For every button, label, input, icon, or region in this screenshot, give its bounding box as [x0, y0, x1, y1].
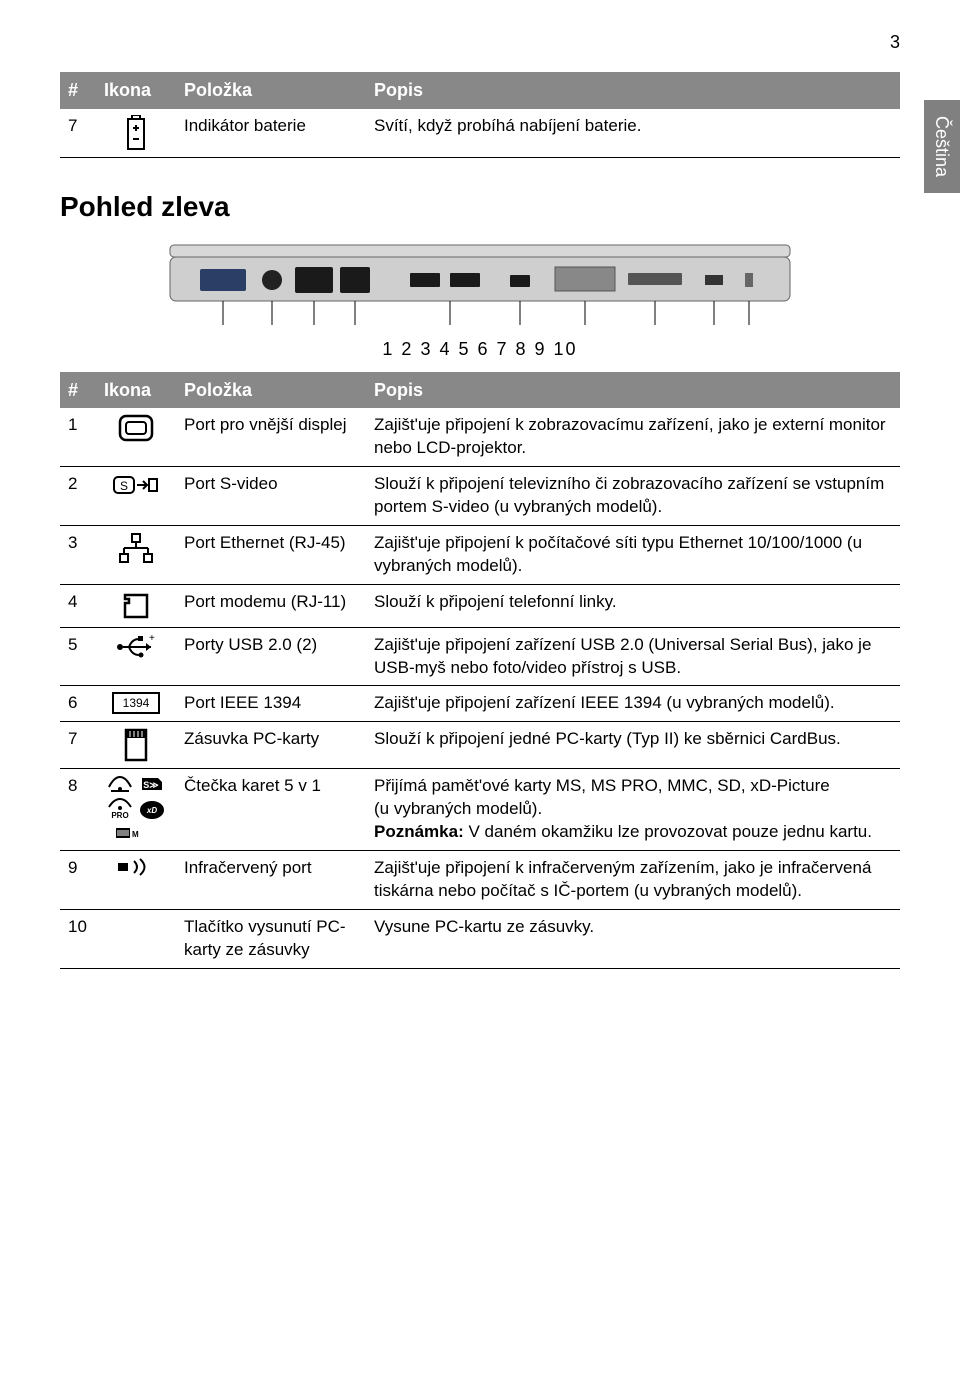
cell-desc: Zajišt'uje připojení zařízení IEEE 1394 …	[366, 686, 900, 722]
cell-item: Zásuvka PC-karty	[176, 722, 366, 769]
cell-item: Infračervený port	[176, 851, 366, 910]
table-row: 9 Infračervený port Zajišt'uje připojení…	[60, 851, 900, 910]
cell-desc: Zajišt'uje připojení k infračerveným zař…	[366, 851, 900, 910]
svg-text:S≫: S≫	[143, 780, 158, 790]
battery-icon	[96, 109, 176, 158]
cell-desc: Zajišt'uje připojení zařízení USB 2.0 (U…	[366, 627, 900, 686]
svg-text:1394: 1394	[123, 696, 150, 710]
table-row: 4 Port modemu (RJ-11) Slouží k připojení…	[60, 584, 900, 627]
th-desc: Popis	[366, 72, 900, 108]
cell-item: Port IEEE 1394	[176, 686, 366, 722]
eject-icon	[96, 910, 176, 969]
ieee1394-icon: 1394	[96, 686, 176, 722]
table-ports: # Ikona Položka Popis 1 Port pro vnější …	[60, 372, 900, 969]
cell-desc: Zajišt'uje připojení k počítačové síti t…	[366, 525, 900, 584]
desc-part2: V daném okamžiku lze provozovat pouze je…	[468, 822, 872, 841]
cell-item: Port Ethernet (RJ-45)	[176, 525, 366, 584]
pro-label: PRO	[111, 811, 128, 822]
table-row: 6 1394 Port IEEE 1394 Zajišt'uje připoje…	[60, 686, 900, 722]
cardreader-icons: S≫ PRO xD M	[96, 769, 176, 851]
language-sidetab: Čeština	[924, 100, 960, 193]
cell-item: Port S-video	[176, 466, 366, 525]
ethernet-icon	[96, 525, 176, 584]
cell-item: Indikátor baterie	[176, 109, 366, 158]
cell-num: 5	[60, 627, 96, 686]
svideo-icon: S	[96, 466, 176, 525]
th-num: #	[60, 372, 96, 408]
modem-icon	[96, 584, 176, 627]
page-number: 3	[60, 30, 900, 54]
cell-num: 1	[60, 408, 96, 466]
table-row: 10 Tlačítko vysunutí PC-karty ze zásuvky…	[60, 910, 900, 969]
th-item: Položka	[176, 372, 366, 408]
cell-desc: Svítí, když probíhá nabíjení baterie.	[366, 109, 900, 158]
table-row: 7 Zásuvka PC-karty Slouží k připojení je…	[60, 722, 900, 769]
th-desc: Popis	[366, 372, 900, 408]
usb-icon: +	[96, 627, 176, 686]
svg-text:S: S	[120, 479, 128, 493]
section-heading: Pohled zleva	[60, 188, 900, 226]
cell-num: 8	[60, 769, 96, 851]
monitor-icon	[96, 408, 176, 466]
cell-num: 7	[60, 722, 96, 769]
pccard-icon	[96, 722, 176, 769]
table-row: 5 + Porty USB 2.0 (2) Zajišt'uje připoje…	[60, 627, 900, 686]
cell-desc: Slouží k připojení telefonní linky.	[366, 584, 900, 627]
th-num: #	[60, 72, 96, 108]
cell-num: 4	[60, 584, 96, 627]
infrared-icon	[96, 851, 176, 910]
table-row: 7 Indikátor baterie Svítí, když probíhá …	[60, 109, 900, 158]
desc-bold: Poznámka:	[374, 822, 464, 841]
table-row: 2 S Port S-video Slouží k připojení tele…	[60, 466, 900, 525]
svg-text:+: +	[149, 634, 155, 644]
cell-desc: Zajišt'uje připojení k zobrazovacímu zař…	[366, 408, 900, 466]
th-icon: Ikona	[96, 72, 176, 108]
cell-num: 10	[60, 910, 96, 969]
cell-num: 6	[60, 686, 96, 722]
table-row: 1 Port pro vnější displej Zajišt'uje při…	[60, 408, 900, 466]
cell-item: Port pro vnější displej	[176, 408, 366, 466]
cell-desc: Přijímá pamět'ové karty MS, MS PRO, MMC,…	[366, 769, 900, 851]
table-top: # Ikona Položka Popis 7 Indikátor bateri…	[60, 72, 900, 157]
cell-num: 3	[60, 525, 96, 584]
cell-desc: Vysune PC-kartu ze zásuvky.	[366, 910, 900, 969]
cell-item: Port modemu (RJ-11)	[176, 584, 366, 627]
cell-item: Tlačítko vysunutí PC-karty ze zásuvky	[176, 910, 366, 969]
th-icon: Ikona	[96, 372, 176, 408]
cell-item: Čtečka karet 5 v 1	[176, 769, 366, 851]
svg-text:xD: xD	[146, 806, 157, 815]
cell-num: 7	[60, 109, 96, 158]
th-item: Položka	[176, 72, 366, 108]
cell-num: 9	[60, 851, 96, 910]
table-row: 8 S≫ PRO xD M Čtečka karet 5 v 1 Přijím	[60, 769, 900, 851]
desc-part1: Přijímá pamět'ové karty MS, MS PRO, MMC,…	[374, 776, 830, 818]
cell-item: Porty USB 2.0 (2)	[176, 627, 366, 686]
table-row: 3 Port Ethernet (RJ-45) Zajišt'uje připo…	[60, 525, 900, 584]
cell-desc: Slouží k připojení televizního či zobraz…	[366, 466, 900, 525]
laptop-side-illustration	[160, 237, 800, 337]
cell-desc: Slouží k připojení jedné PC-karty (Typ I…	[366, 722, 900, 769]
callout-numbers: 1 2 3 4 5 6 7 8 9 10	[60, 337, 900, 361]
cell-num: 2	[60, 466, 96, 525]
svg-text:M: M	[132, 830, 139, 839]
